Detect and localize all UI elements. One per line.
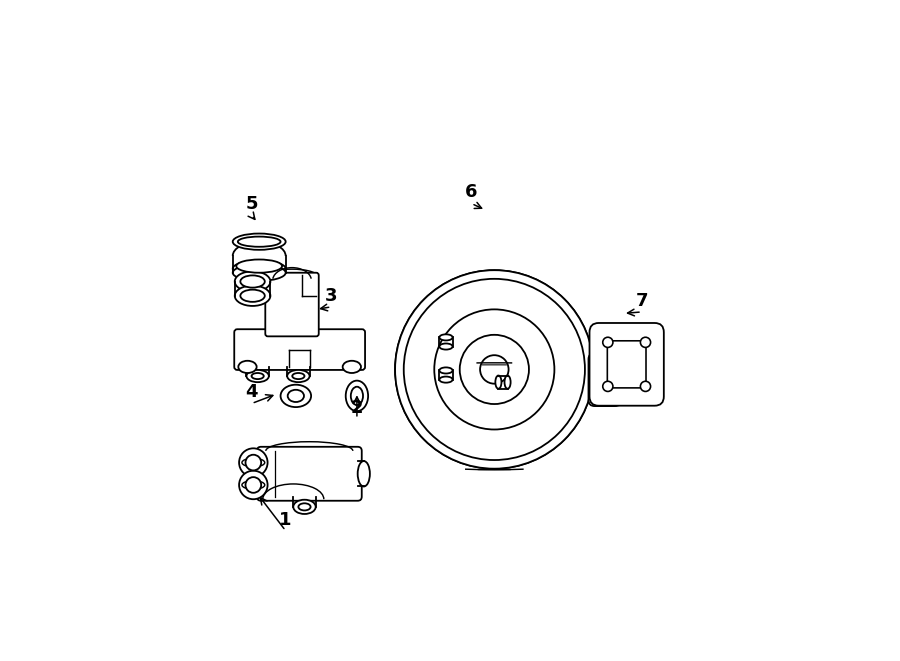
Ellipse shape (238, 237, 281, 247)
Circle shape (395, 270, 594, 469)
Ellipse shape (233, 260, 285, 277)
Ellipse shape (242, 458, 265, 467)
Ellipse shape (233, 233, 285, 250)
Ellipse shape (239, 448, 267, 477)
Circle shape (404, 279, 585, 460)
Circle shape (480, 355, 508, 383)
Circle shape (395, 270, 594, 469)
Ellipse shape (439, 368, 453, 373)
Ellipse shape (238, 361, 256, 373)
Text: 5: 5 (246, 195, 257, 213)
Ellipse shape (603, 381, 613, 391)
Ellipse shape (346, 381, 368, 411)
Ellipse shape (240, 276, 265, 288)
Ellipse shape (599, 363, 610, 373)
Ellipse shape (641, 337, 651, 348)
Ellipse shape (505, 375, 510, 389)
Ellipse shape (439, 344, 453, 350)
Ellipse shape (233, 264, 285, 281)
Text: 4: 4 (246, 383, 257, 401)
Ellipse shape (439, 377, 453, 383)
Ellipse shape (357, 461, 370, 486)
Text: 6: 6 (465, 183, 478, 202)
Ellipse shape (246, 455, 261, 471)
Text: 7: 7 (635, 292, 648, 310)
Ellipse shape (292, 373, 304, 379)
Ellipse shape (247, 370, 269, 382)
FancyBboxPatch shape (256, 447, 362, 501)
FancyBboxPatch shape (608, 341, 646, 388)
Text: 2: 2 (351, 399, 364, 416)
Ellipse shape (288, 390, 304, 402)
Ellipse shape (603, 337, 613, 348)
Ellipse shape (439, 334, 453, 340)
FancyBboxPatch shape (590, 323, 664, 406)
Ellipse shape (299, 503, 310, 510)
Ellipse shape (246, 477, 261, 493)
Circle shape (435, 309, 554, 430)
Ellipse shape (495, 375, 501, 389)
Ellipse shape (235, 286, 270, 306)
Ellipse shape (287, 370, 310, 382)
Ellipse shape (281, 385, 311, 407)
Ellipse shape (239, 471, 267, 499)
FancyBboxPatch shape (234, 329, 365, 370)
FancyBboxPatch shape (266, 273, 319, 336)
FancyBboxPatch shape (589, 353, 621, 406)
Ellipse shape (240, 290, 265, 302)
Ellipse shape (235, 271, 270, 292)
Ellipse shape (641, 381, 651, 391)
Circle shape (460, 335, 529, 404)
Text: 3: 3 (325, 287, 338, 305)
Ellipse shape (599, 386, 610, 396)
Ellipse shape (237, 260, 282, 273)
Ellipse shape (252, 373, 264, 379)
Ellipse shape (351, 387, 363, 405)
Ellipse shape (242, 481, 265, 489)
Text: 1: 1 (279, 510, 292, 529)
Ellipse shape (343, 361, 361, 373)
Ellipse shape (293, 500, 316, 514)
